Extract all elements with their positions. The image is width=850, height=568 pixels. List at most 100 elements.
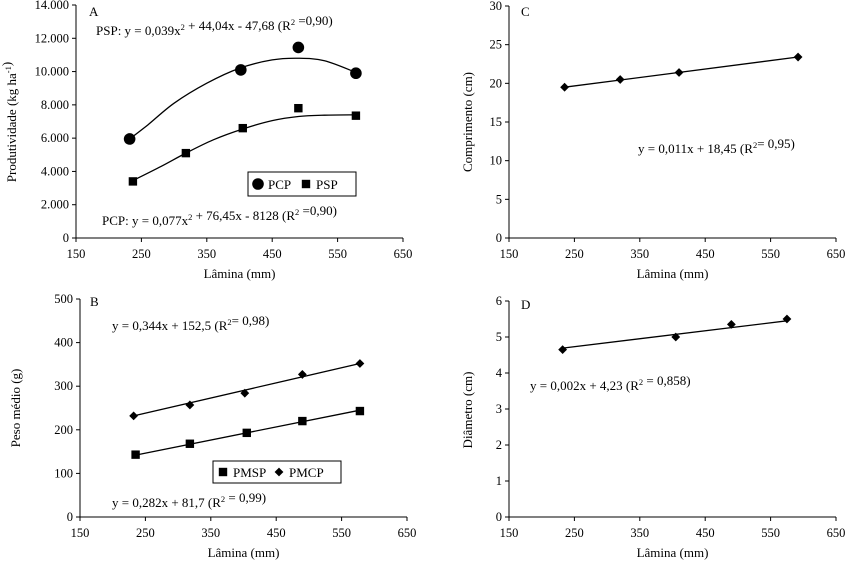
x-tick-label: 150: [67, 247, 86, 261]
data-point: [558, 345, 568, 354]
y-tick-label: 5: [496, 330, 502, 344]
x-tick-label: 550: [761, 247, 780, 261]
y-tick-label: 0: [63, 231, 69, 245]
y-tick-label: 200: [54, 423, 73, 437]
equation-annotation: PCP: y = 0,077x2 + 76,45x - 8128 (R2 =0,…: [102, 203, 337, 228]
x-tick-label: 250: [136, 526, 155, 540]
x-tick-label: 150: [500, 526, 519, 540]
data-point: [355, 406, 365, 416]
y-tick-label: 14.000: [35, 0, 69, 12]
legend-marker: [252, 178, 264, 190]
y-tick-label: 0: [496, 231, 502, 245]
x-tick-label: 250: [565, 526, 584, 540]
x-tick-label: 450: [696, 526, 715, 540]
y-axis-label: Produtividade (kg ha-1): [0, 62, 19, 182]
x-tick-label: 150: [71, 526, 90, 540]
legend: PMSP PMCP: [212, 460, 342, 484]
y-tick-label: 25: [490, 38, 503, 52]
y-tick-label: 500: [54, 292, 73, 306]
data-point: [131, 450, 140, 459]
equation-annotation: y = 0,011x + 18,45 (R2= 0,95): [638, 136, 795, 156]
equation-annotation: PSP: y = 0,039x2 + 44,04x - 47,68 (R2 =0…: [96, 13, 333, 38]
y-tick-label: 10.000: [35, 65, 69, 79]
data-point: [297, 370, 307, 379]
panel-a: 150 250 350 450 550 650 0 2.000 4.000 6.000 8.000 1…: [0, 0, 412, 281]
trend-line: [133, 362, 361, 417]
y-tick-label: 15: [490, 115, 503, 129]
y-tick-label: 0: [496, 510, 502, 524]
panel-d: 150 250 350 450 550 650 0 1 2 3 4 5 6 Lâmina (mm) Diâm…: [460, 294, 845, 560]
x-tick-label: 550: [328, 247, 347, 261]
equation-annotation: y = 0,282x + 81,7 (R2 = 0,99): [112, 490, 266, 510]
panel-letter: C: [521, 4, 530, 19]
data-point: [292, 41, 305, 54]
data-point: [355, 359, 365, 368]
equation-annotation: y = 0,002x + 4,23 (R2 = 0,858): [530, 373, 691, 393]
x-axis-label: Lâmina (mm): [637, 545, 709, 560]
legend-label: PMCP: [289, 465, 324, 480]
data-point: [294, 103, 303, 113]
legend-marker: [218, 467, 228, 477]
data-point: [242, 428, 251, 438]
x-tick-label: 350: [630, 526, 649, 540]
data-point: [181, 148, 191, 158]
panel-letter: D: [521, 297, 530, 312]
y-tick-label: 0: [67, 510, 73, 524]
legend: PCP PSP: [247, 171, 357, 197]
x-tick-label: 650: [827, 247, 846, 261]
y-tick-label: 5: [496, 192, 502, 206]
y-tick-label: 4.000: [41, 164, 69, 178]
data-point: [560, 82, 569, 92]
y-tick-label: 10: [490, 154, 503, 168]
y-tick-label: 400: [54, 336, 73, 350]
y-tick-label: 2.000: [41, 198, 69, 212]
y-tick-label: 8.000: [41, 98, 69, 112]
data-point: [238, 123, 247, 133]
y-tick-label: 6.000: [41, 131, 69, 145]
x-tick-label: 250: [132, 247, 151, 261]
x-axis-label: Lâmina (mm): [208, 545, 280, 560]
y-axis-label: Diâmetro (cm): [460, 372, 475, 449]
x-tick-label: 550: [761, 526, 780, 540]
y-tick-label: 12.000: [35, 31, 69, 45]
x-tick-label: 450: [696, 247, 715, 261]
x-axis-label: Lâmina (mm): [637, 266, 709, 281]
data-point: [123, 133, 136, 145]
x-tick-label: 350: [201, 526, 220, 540]
legend-label: PMSP: [233, 465, 266, 480]
data-point: [351, 111, 361, 120]
x-tick-label: 350: [630, 247, 649, 261]
data-point: [240, 388, 250, 398]
x-tick-label: 650: [398, 526, 417, 540]
y-tick-label: 3: [496, 402, 502, 416]
data-point: [726, 320, 736, 329]
data-point: [674, 68, 684, 77]
panel-letter: B: [90, 294, 99, 309]
x-tick-label: 650: [827, 526, 846, 540]
x-tick-label: 450: [263, 247, 282, 261]
panel-c: 150 250 350 450 550 650 0 5 10 15 20 25 30 Lâmina (mm…: [460, 0, 845, 281]
x-tick-label: 150: [500, 247, 519, 261]
legend-label: PCP: [268, 177, 291, 192]
data-point: [793, 52, 803, 62]
y-tick-label: 4: [496, 366, 503, 380]
y-tick-label: 100: [54, 466, 73, 480]
data-point: [350, 67, 362, 80]
x-tick-label: 250: [565, 247, 584, 261]
x-axis-label: Lâmina (mm): [204, 266, 276, 281]
data-point: [298, 416, 307, 426]
y-tick-label: 2: [496, 438, 502, 452]
y-tick-label: 30: [490, 0, 503, 13]
data-point: [671, 332, 681, 342]
y-tick-label: 300: [54, 379, 73, 393]
data-point: [128, 177, 138, 186]
x-tick-label: 450: [267, 526, 286, 540]
data-point: [615, 75, 625, 84]
data-point: [185, 439, 195, 448]
x-tick-label: 350: [197, 247, 216, 261]
y-tick-label: 6: [496, 294, 502, 308]
x-tick-label: 550: [332, 526, 351, 540]
y-tick-label: 20: [490, 76, 503, 90]
equation-annotation: y = 0,344x + 152,5 (R2= 0,98): [112, 313, 269, 333]
